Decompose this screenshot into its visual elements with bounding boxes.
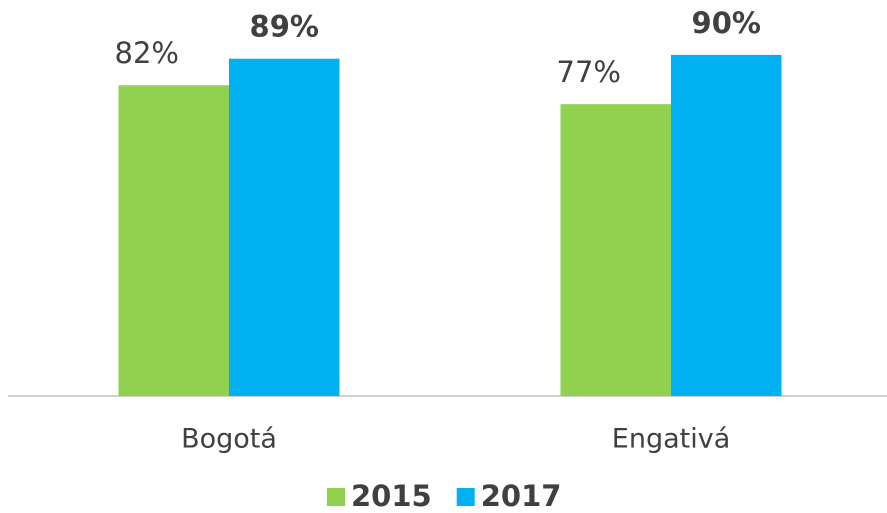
legend-label: 2017 — [481, 479, 562, 513]
x-tick-label: Engativá — [612, 424, 730, 455]
bar — [229, 58, 340, 396]
bar — [560, 104, 671, 397]
x-tick-label: Bogotá — [181, 424, 277, 455]
bar — [118, 85, 229, 396]
legend-swatch — [456, 488, 475, 506]
data-label: 90% — [692, 6, 761, 40]
data-label: 89% — [250, 10, 319, 44]
data-label: 77% — [557, 55, 621, 89]
data-label: 82% — [115, 36, 179, 70]
legend-label: 2015 — [351, 479, 432, 513]
bar — [671, 54, 782, 397]
legend-swatch — [327, 488, 345, 506]
